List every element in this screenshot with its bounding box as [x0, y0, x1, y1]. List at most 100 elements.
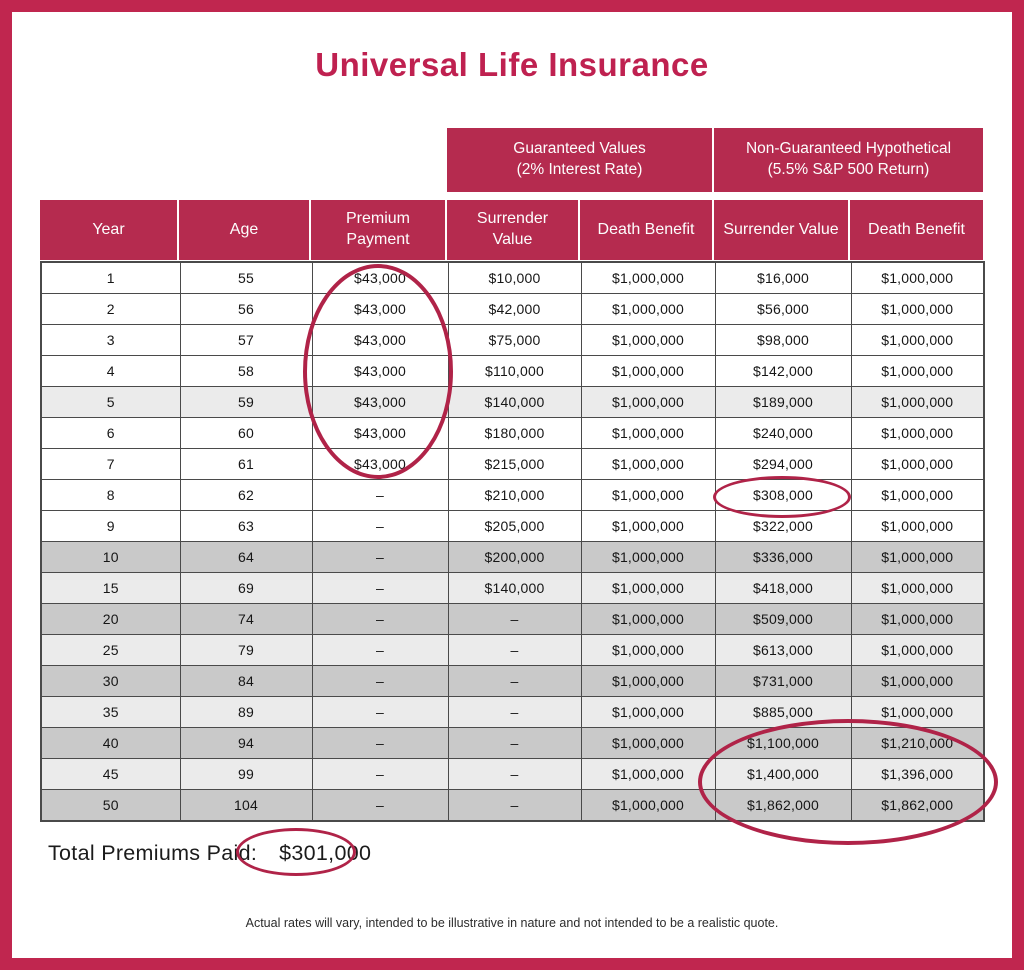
table-cell: – — [447, 634, 582, 666]
table-cell: $1,000,000 — [580, 634, 716, 666]
table-cell: $1,000,000 — [580, 324, 716, 356]
table-row: 25 79– – $1,000,000 $613,000 $1,000,000 — [40, 634, 985, 666]
column-header-year: Year — [40, 200, 179, 260]
table-cell: $1,000,000 — [850, 417, 985, 449]
total-premiums-value: $301,000 — [279, 841, 372, 865]
table-cell: $1,000,000 — [850, 541, 985, 573]
group-header-guaranteed-line2: (2% Interest Rate) — [516, 161, 643, 178]
column-header-premium-payment: Premium Payment — [311, 200, 447, 260]
table-cell: 9 — [40, 510, 181, 542]
table-cell: – — [447, 696, 582, 728]
group-header-guaranteed: Guaranteed Values (2% Interest Rate) — [447, 128, 714, 192]
table-cell: – — [311, 479, 449, 511]
table-cell: $98,000 — [714, 324, 852, 356]
group-header-guaranteed-line1: Guaranteed Values — [513, 140, 646, 158]
table-cell: $1,000,000 — [580, 479, 716, 511]
table-cell: 99 — [179, 758, 313, 790]
table-cell: 40 — [40, 727, 181, 759]
table-cell: 59 — [179, 386, 313, 418]
table-row: 5 59 $43,000 $140,000 $1,000,000 $189,000 $1,0… — [40, 386, 985, 418]
table-cell: $43,000 — [311, 417, 449, 449]
column-header-surrender-value-guaranteed: Surrender Value — [447, 200, 580, 260]
total-premiums-line: Total Premiums Paid: $301,000 — [48, 841, 371, 866]
table-cell: 84 — [179, 665, 313, 697]
table-cell: 57 — [179, 324, 313, 356]
table-cell: $1,000,000 — [580, 293, 716, 325]
table-cell: $142,000 — [714, 355, 852, 387]
table-cell: – — [447, 758, 582, 790]
table-cell: $110,000 — [447, 355, 582, 387]
group-header-nonguaranteed-line1: Non-Guaranteed Hypothetical — [745, 140, 952, 158]
table-cell: $1,210,000 — [850, 727, 985, 759]
table-row: 1 55 $43,000 $10,000 $1,000,000 $16,000 $1,000… — [40, 261, 985, 294]
table-cell: $1,000,000 — [850, 386, 985, 418]
table-cell: $43,000 — [311, 448, 449, 480]
table-cell: – — [311, 727, 449, 759]
table-row: 7 61 $43,000 $215,000 $1,000,000 $294,000 $1,0… — [40, 448, 985, 480]
table-cell: 3 — [40, 324, 181, 356]
table-cell: $1,862,000 — [714, 789, 852, 822]
table-cell: 79 — [179, 634, 313, 666]
data-table: 1 55 $43,000 $10,000 $1,000,000 $16,000 $1,000… — [40, 261, 985, 822]
table-cell: 63 — [179, 510, 313, 542]
table-cell: $294,000 — [714, 448, 852, 480]
table-cell: 7 — [40, 448, 181, 480]
table-cell: $1,100,000 — [714, 727, 852, 759]
table-row: 15 69– $140,000 $1,000,000 $418,000 $1,000,00… — [40, 572, 985, 604]
table-cell: $1,000,000 — [580, 572, 716, 604]
table-cell: – — [311, 603, 449, 635]
table-cell: $1,000,000 — [850, 510, 985, 542]
table-cell: $1,000,000 — [580, 603, 716, 635]
table-cell: 2 — [40, 293, 181, 325]
column-header-surrender-value-nonguaranteed: Surrender Value — [714, 200, 850, 260]
table-cell: $1,000,000 — [580, 789, 716, 822]
table-cell: – — [311, 572, 449, 604]
table-cell: 8 — [40, 479, 181, 511]
table-cell: 1 — [40, 261, 181, 294]
table-cell: 45 — [40, 758, 181, 790]
table-cell: $1,000,000 — [850, 634, 985, 666]
table-row: 9 63– $205,000 $1,000,000 $322,000 $1,000,000 — [40, 510, 985, 542]
table-cell: 25 — [40, 634, 181, 666]
table-row: 3 57 $43,000 $75,000 $1,000,000 $98,000 $1,000… — [40, 324, 985, 356]
table-cell: 89 — [179, 696, 313, 728]
table-cell: $205,000 — [447, 510, 582, 542]
table-cell: 62 — [179, 479, 313, 511]
total-premiums-label: Total Premiums Paid: — [48, 841, 258, 865]
table-cell: – — [311, 665, 449, 697]
table-row: 4 58 $43,000 $110,000 $1,000,000 $142,000 $1,0… — [40, 355, 985, 387]
table-cell: $43,000 — [311, 261, 449, 294]
table-cell: $1,000,000 — [580, 510, 716, 542]
table-row: 50 104– – $1,000,000 $1,862,000 $1,862,000 — [40, 789, 985, 822]
column-header-row: Year Age Premium Payment Surrender Value… — [40, 200, 983, 260]
table-cell: $43,000 — [311, 386, 449, 418]
group-header-nonguaranteed-line2: (5.5% S&P 500 Return) — [767, 161, 930, 178]
table-cell: 35 — [40, 696, 181, 728]
table-cell: 56 — [179, 293, 313, 325]
table-cell: $240,000 — [714, 417, 852, 449]
table-cell: 10 — [40, 541, 181, 573]
table-row: 8 62– $210,000 $1,000,000 $308,000 $1,000,000 — [40, 479, 985, 511]
table-cell: $613,000 — [714, 634, 852, 666]
table-cell: – — [447, 603, 582, 635]
group-header-row: Guaranteed Values (2% Interest Rate) Non… — [40, 128, 983, 192]
table-cell: $1,000,000 — [580, 386, 716, 418]
table-cell: 6 — [40, 417, 181, 449]
table-cell: – — [447, 727, 582, 759]
table-cell: 58 — [179, 355, 313, 387]
table-cell: $180,000 — [447, 417, 582, 449]
table-cell: – — [447, 665, 582, 697]
table-row: 6 60 $43,000 $180,000 $1,000,000 $240,000 $1,0… — [40, 417, 985, 449]
table-cell: $10,000 — [447, 261, 582, 294]
table-cell: – — [311, 634, 449, 666]
table-cell: – — [311, 758, 449, 790]
table-cell: 20 — [40, 603, 181, 635]
table-cell: $1,000,000 — [850, 324, 985, 356]
table-cell: $42,000 — [447, 293, 582, 325]
table-cell: $322,000 — [714, 510, 852, 542]
table-cell: 69 — [179, 572, 313, 604]
table-cell: 64 — [179, 541, 313, 573]
table-cell: 5 — [40, 386, 181, 418]
table-cell: 15 — [40, 572, 181, 604]
insurance-table: Guaranteed Values (2% Interest Rate) Non… — [40, 128, 985, 822]
